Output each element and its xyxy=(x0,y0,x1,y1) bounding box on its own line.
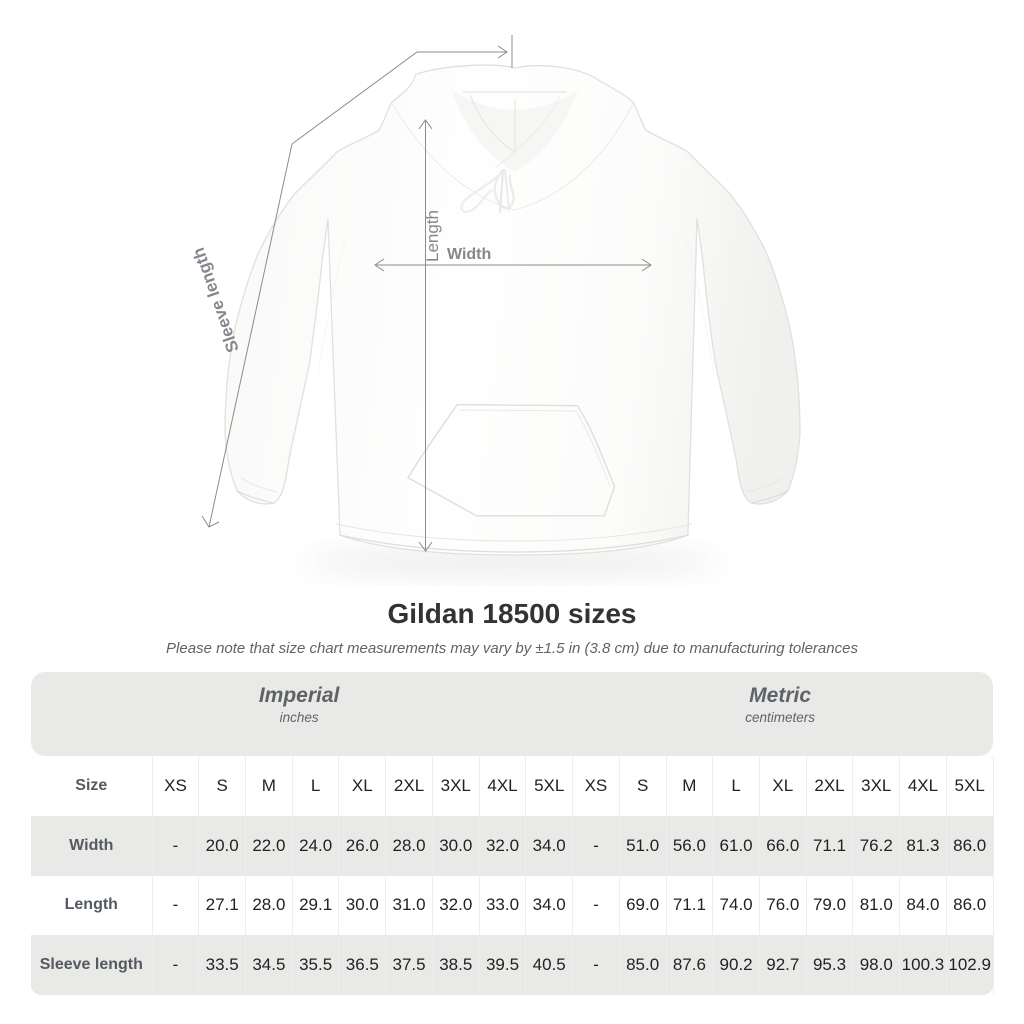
svg-text:Width: Width xyxy=(447,246,491,263)
svg-text:Sleeve length: Sleeve length xyxy=(189,245,243,355)
svg-text:Length: Length xyxy=(423,210,442,262)
